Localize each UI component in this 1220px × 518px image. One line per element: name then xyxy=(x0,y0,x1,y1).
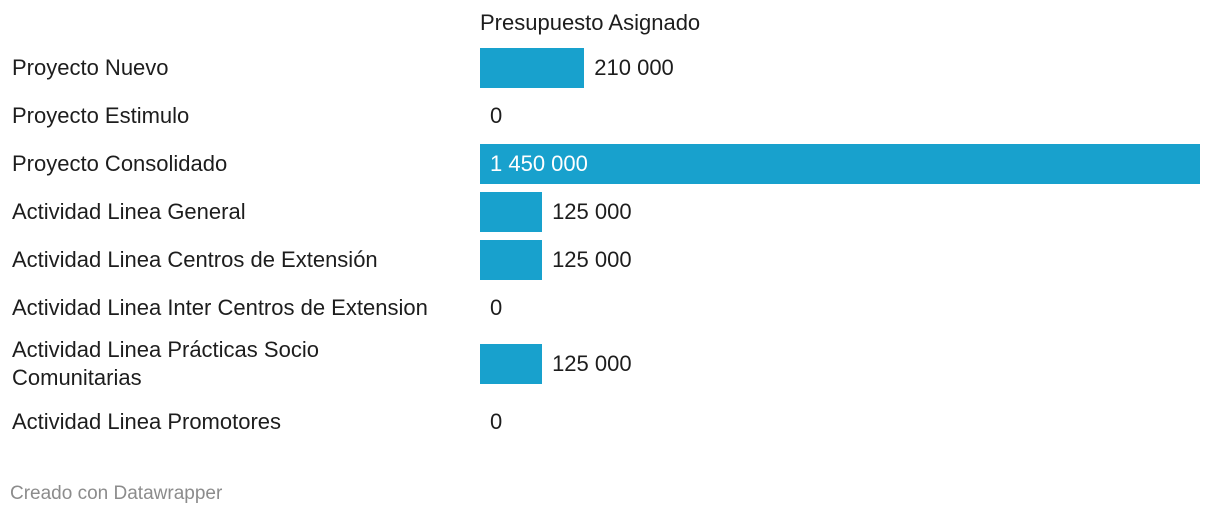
category-label: Actividad Linea Prácticas Socio Comunita… xyxy=(12,337,319,390)
value-label: 0 xyxy=(490,103,503,128)
footer-credit: Creado con Datawrapper xyxy=(10,483,223,504)
bar xyxy=(480,48,585,88)
category-label: Proyecto Nuevo xyxy=(12,55,169,80)
value-label: 0 xyxy=(490,409,503,434)
bar xyxy=(480,240,543,280)
bar xyxy=(480,192,543,232)
bar xyxy=(480,344,543,384)
category-label: Actividad Linea General xyxy=(12,199,246,224)
category-label: Actividad Linea Inter Centros de Extensi… xyxy=(12,295,428,320)
bar xyxy=(480,144,1200,184)
category-label: Actividad Linea Promotores xyxy=(12,409,282,434)
value-label: 1 450 000 xyxy=(490,151,588,176)
category-label: Proyecto Consolidado xyxy=(12,151,228,176)
value-label: 125 000 xyxy=(552,351,632,376)
category-label: Actividad Linea Centros de Extensión xyxy=(12,247,378,272)
value-label: 210 000 xyxy=(594,55,674,80)
category-label: Proyecto Estimulo xyxy=(12,103,190,128)
value-label: 125 000 xyxy=(552,247,632,272)
value-label: 0 xyxy=(490,295,503,320)
column-header: Presupuesto Asignado xyxy=(480,10,701,35)
value-label: 125 000 xyxy=(552,199,632,224)
